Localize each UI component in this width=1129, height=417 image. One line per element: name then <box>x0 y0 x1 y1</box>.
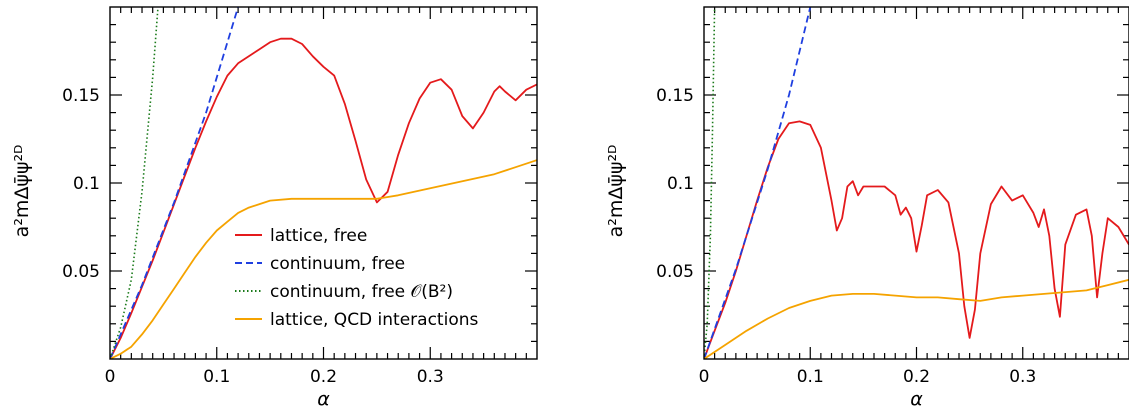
legend: lattice, free continuum, free continuum, f… <box>235 226 478 330</box>
x-tick-label: 0.2 <box>903 367 930 387</box>
series-line <box>110 7 239 359</box>
y-axis-title: a²mΔψ̄ψ²ᴰ <box>605 145 627 238</box>
plot-frame <box>703 6 1129 360</box>
right-panel: 0 0.1 0.2 0.3 0.05 0.1 0.15 α a²mΔψ̄ψ²ᴰ <box>605 6 1129 410</box>
x-tick-label: 0.3 <box>1009 367 1036 387</box>
series-line <box>704 278 1129 359</box>
x-tick-label: 0.1 <box>203 367 230 387</box>
series-line <box>110 159 537 359</box>
x-axis-title: α <box>317 388 330 410</box>
series-lines <box>704 7 1129 359</box>
y-tick-label: 0.15 <box>656 86 694 106</box>
axis-ticks <box>110 7 537 359</box>
legend-label: lattice, QCD interactions <box>270 310 478 330</box>
series-line <box>110 37 537 359</box>
x-tick-label: 0.3 <box>417 367 444 387</box>
left-panel: 0 0.1 0.2 0.3 0.05 0.1 0.15 α a²mΔψ̄ψ²ᴰ lattice, … <box>11 6 538 410</box>
axis-ticks <box>704 7 1129 359</box>
y-axis-title: a²mΔψ̄ψ²ᴰ <box>11 145 33 238</box>
y-tick-label: 0.1 <box>667 174 694 194</box>
legend-label: lattice, free <box>270 226 367 246</box>
series-line <box>704 120 1129 359</box>
x-tick-label: 0 <box>699 367 710 387</box>
y-tick-label: 0.1 <box>73 174 100 194</box>
y-tick-label: 0.15 <box>62 86 100 106</box>
y-tick-label: 0.05 <box>656 262 694 282</box>
x-tick-label: 0 <box>105 367 116 387</box>
legend-label: continuum, free 𝒪(B²) <box>270 282 453 302</box>
legend-label: continuum, free <box>270 254 405 274</box>
x-tick-label: 0.1 <box>797 367 824 387</box>
x-axis-title: α <box>910 388 923 410</box>
x-tick-label: 0.2 <box>310 367 337 387</box>
series-line <box>110 7 159 359</box>
y-tick-label: 0.05 <box>62 262 100 282</box>
plot-frame <box>109 6 538 360</box>
series-lines <box>110 7 537 359</box>
series-line <box>704 7 812 359</box>
